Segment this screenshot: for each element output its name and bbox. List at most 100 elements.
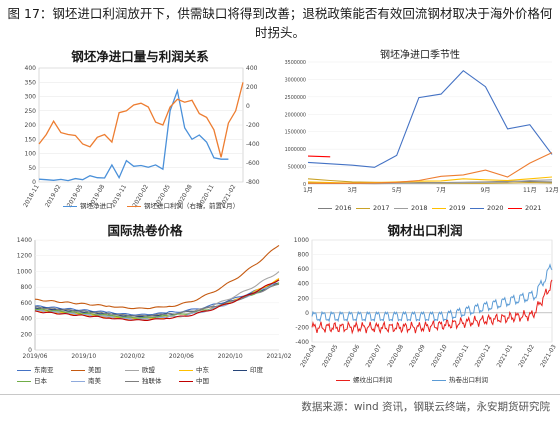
y-tick-label-right: 200 [246, 84, 258, 91]
y-tick-label-left: 50 [28, 165, 36, 172]
x-tick-label: 2020-07 [365, 343, 384, 368]
series-line-net-import [38, 88, 229, 182]
legend-label: 日本 [34, 377, 47, 385]
x-tick-label: 2021-02 [517, 343, 536, 368]
y-tick-label: 0 [303, 182, 306, 188]
y-tick-label: 1400 [17, 237, 32, 244]
legend-item: 东南亚 [17, 364, 54, 374]
y-tick-label: 0 [305, 310, 309, 317]
x-tick-label: 3月 [347, 187, 357, 194]
legend-swatch [356, 207, 370, 209]
y-tick-label: 800 [21, 284, 33, 291]
y-tick-label-right: -600 [246, 160, 260, 167]
x-tick-label: 1月 [303, 187, 313, 194]
y-tick-label: 600 [21, 300, 33, 307]
legend-item: 独联体 [125, 375, 162, 385]
legend-item: 中东 [179, 364, 209, 374]
legend-label: 独联体 [142, 377, 162, 385]
x-tick-label: 2020-11 [452, 343, 471, 368]
footer-divider [0, 394, 560, 395]
y-tick-label-left: 300 [25, 94, 37, 101]
legend-label: 中东 [196, 366, 209, 374]
series-line [34, 279, 280, 321]
legend-item: 中国 [179, 375, 209, 385]
y-tick-label-left: 0 [32, 179, 36, 186]
legend-label: 螺纹出口利润 [353, 376, 392, 384]
chart-panel-export-profit: 钢材出口利润 1000 800 600 400 200 0 -200 -400 2020-04 2… [290, 218, 560, 388]
y-tick-label-left: 400 [25, 65, 37, 72]
y-tick-label: 2500000 [285, 95, 306, 101]
seasonality-chart: 0 500000 1000000 1500000 2000000 2500000 30000… [285, 60, 559, 194]
legend-swatch [233, 369, 247, 371]
legend-label: 欧盟 [142, 366, 155, 374]
y-tick-label: 1500000 [285, 130, 306, 136]
series-line [34, 279, 280, 316]
legend-label: 2016 [335, 204, 352, 212]
y-tick-label: 400 [21, 316, 33, 323]
legend-swatch [336, 379, 350, 381]
y-tick-label: 3500000 [285, 60, 306, 66]
y-tick-label: 600 [298, 266, 310, 273]
y-tick-label-left: 200 [25, 122, 37, 129]
series-line-hrc-export-profit [311, 263, 553, 323]
series-line [308, 152, 553, 184]
legend-swatch [470, 207, 484, 209]
legend-item: 美国 [71, 364, 101, 374]
chart-panel-hrc-prices: 国际热卷价格 0 200 400 600 800 1000 1200 1400 2019/06 2… [5, 218, 292, 388]
x-tick-label: 2020-12 [474, 343, 493, 368]
legend-label: 美国 [88, 366, 101, 374]
legend-swatch [394, 207, 408, 209]
legend-swatch [432, 207, 446, 209]
series-line [307, 69, 553, 168]
legend-swatch [125, 369, 139, 371]
series-line-rebar-export-profit [311, 279, 553, 335]
y-tick-label: 3000000 [285, 77, 306, 83]
hrc-price-chart: 0 200 400 600 800 1000 1200 1400 2019/06 2019/10 2… [17, 237, 292, 360]
legend-swatch [71, 369, 85, 371]
legend-label: 印度 [250, 366, 263, 374]
x-tick-label: 2020-05 [321, 343, 340, 368]
chart-legend: 2016 2017 2018 2019 2020 2021 [280, 204, 560, 214]
x-tick-label: 2020/10 [218, 353, 243, 360]
y-tick-label-right: 400 [246, 65, 258, 72]
legend-swatch [318, 207, 332, 209]
legend-item: 2018 [394, 204, 428, 212]
x-tick-label: 2019/10 [71, 353, 96, 360]
legend-item: 日本 [17, 375, 47, 385]
legend-item: 热卷出口利润 [432, 374, 488, 384]
y-tick-label: -400 [295, 339, 309, 346]
legend-swatch [432, 379, 446, 381]
x-tick-label: 11月 [523, 187, 537, 194]
legend-item: 印度 [233, 364, 263, 374]
chart-legend: 螺纹出口利润 热卷出口利润 [290, 374, 560, 386]
chart-title: 钢坯净进口量与利润关系 [71, 49, 209, 64]
legend-item-net-import: 钢坯净进口 [63, 200, 113, 210]
x-tick-label: 5月 [392, 187, 402, 194]
y-tick-label: 1200 [17, 253, 32, 260]
legend-swatch [179, 380, 193, 382]
x-tick-label: 2020-09 [408, 343, 427, 368]
source-note: 数据来源：wind 资讯，钢联云终端，永安期货研究院 [301, 401, 550, 413]
legend-item: 2020 [470, 204, 504, 212]
x-tick-label: 12月 [545, 187, 559, 194]
legend-item: 螺纹出口利润 [336, 374, 392, 384]
import-profit-chart: 0 50 100 150 200 250 300 350 400 400 200 0 -200 -400 -… [22, 65, 260, 209]
legend-label: 中国 [196, 377, 209, 385]
x-tick-label: 2021-01 [495, 343, 514, 368]
legend-item: 2021 [508, 204, 542, 212]
legend-label: 2018 [411, 204, 428, 212]
y-tick-label-right: -200 [246, 122, 260, 129]
legend-label: 东南亚 [34, 366, 54, 374]
y-tick-label: -200 [295, 324, 309, 331]
x-tick-label: 9月 [481, 187, 491, 194]
x-tick-label: 2020-08 [386, 343, 405, 368]
legend-label: 2020 [487, 204, 504, 212]
x-tick-label: 2020-04 [299, 343, 318, 368]
legend-label: 2021 [525, 204, 542, 212]
x-tick-label: 2020-06 [343, 343, 362, 368]
x-tick-label: 7月 [436, 187, 446, 194]
x-tick-label: 2020/02 [120, 353, 145, 360]
y-tick-label: 1000 [17, 268, 32, 275]
y-tick-label: 200 [298, 295, 310, 302]
legend-item-import-profit: 钢坯进口利润（右轴，前置1月） [127, 200, 239, 210]
